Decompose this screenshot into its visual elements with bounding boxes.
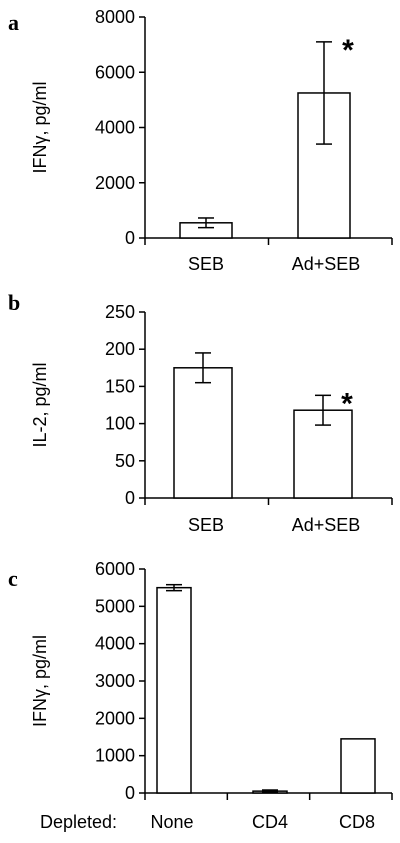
y-axis-label: IFNγ, pg/ml xyxy=(30,81,50,173)
y-tick-label: 8000 xyxy=(95,7,135,27)
y-tick-label: 4000 xyxy=(95,634,135,654)
panel-letter: c xyxy=(8,566,18,591)
y-tick-label: 5000 xyxy=(95,596,135,616)
panel-letter: b xyxy=(8,290,20,315)
y-tick-label: 0 xyxy=(125,783,135,803)
category-label: None xyxy=(150,812,193,832)
bar-cd8 xyxy=(340,738,376,794)
y-tick-label: 3000 xyxy=(95,671,135,691)
y-axis-label: IL-2, pg/ml xyxy=(30,362,50,447)
y-tick-label: 250 xyxy=(105,302,135,322)
y-tick-label: 150 xyxy=(105,376,135,396)
significance-mark: * xyxy=(342,34,354,67)
category-label: CD8 xyxy=(339,812,375,832)
category-label: SEB xyxy=(188,254,224,274)
y-tick-label: 2000 xyxy=(95,708,135,728)
bar-seb xyxy=(173,367,233,499)
y-tick-label: 1000 xyxy=(95,746,135,766)
panel-c: c 0 1000 2000 3000 4000 5000 6000 IFNγ, pg/ml Non… xyxy=(8,559,393,832)
panel-letter: a xyxy=(8,10,19,35)
bar-ad-seb xyxy=(297,92,351,239)
y-tick-label: 50 xyxy=(115,451,135,471)
category-label: Ad+SEB xyxy=(292,515,361,535)
category-prefix-label: Depleted: xyxy=(40,812,117,832)
y-tick-label: 6000 xyxy=(95,559,135,579)
category-label: CD4 xyxy=(252,812,288,832)
y-tick-label: 200 xyxy=(105,339,135,359)
y-tick-label: 0 xyxy=(125,488,135,508)
y-axis-label: IFNγ, pg/ml xyxy=(30,635,50,727)
panel-a: a 0 2000 4000 6000 8000 IFNγ, pg/ml SEB * Ad+SEB xyxy=(8,7,393,274)
category-label: Ad+SEB xyxy=(292,254,361,274)
y-tick-label: 6000 xyxy=(95,62,135,82)
panel-b: b 0 50 100 150 200 250 IL-2, pg/ml SEB * Ad+SEB xyxy=(8,290,393,535)
bar-none xyxy=(156,586,192,794)
y-tick-label: 2000 xyxy=(95,173,135,193)
significance-mark: * xyxy=(341,387,353,420)
y-tick-label: 100 xyxy=(105,414,135,434)
y-tick-label: 0 xyxy=(125,228,135,248)
y-tick-label: 4000 xyxy=(95,118,135,138)
bar-ad-seb xyxy=(293,409,353,499)
category-label: SEB xyxy=(188,515,224,535)
